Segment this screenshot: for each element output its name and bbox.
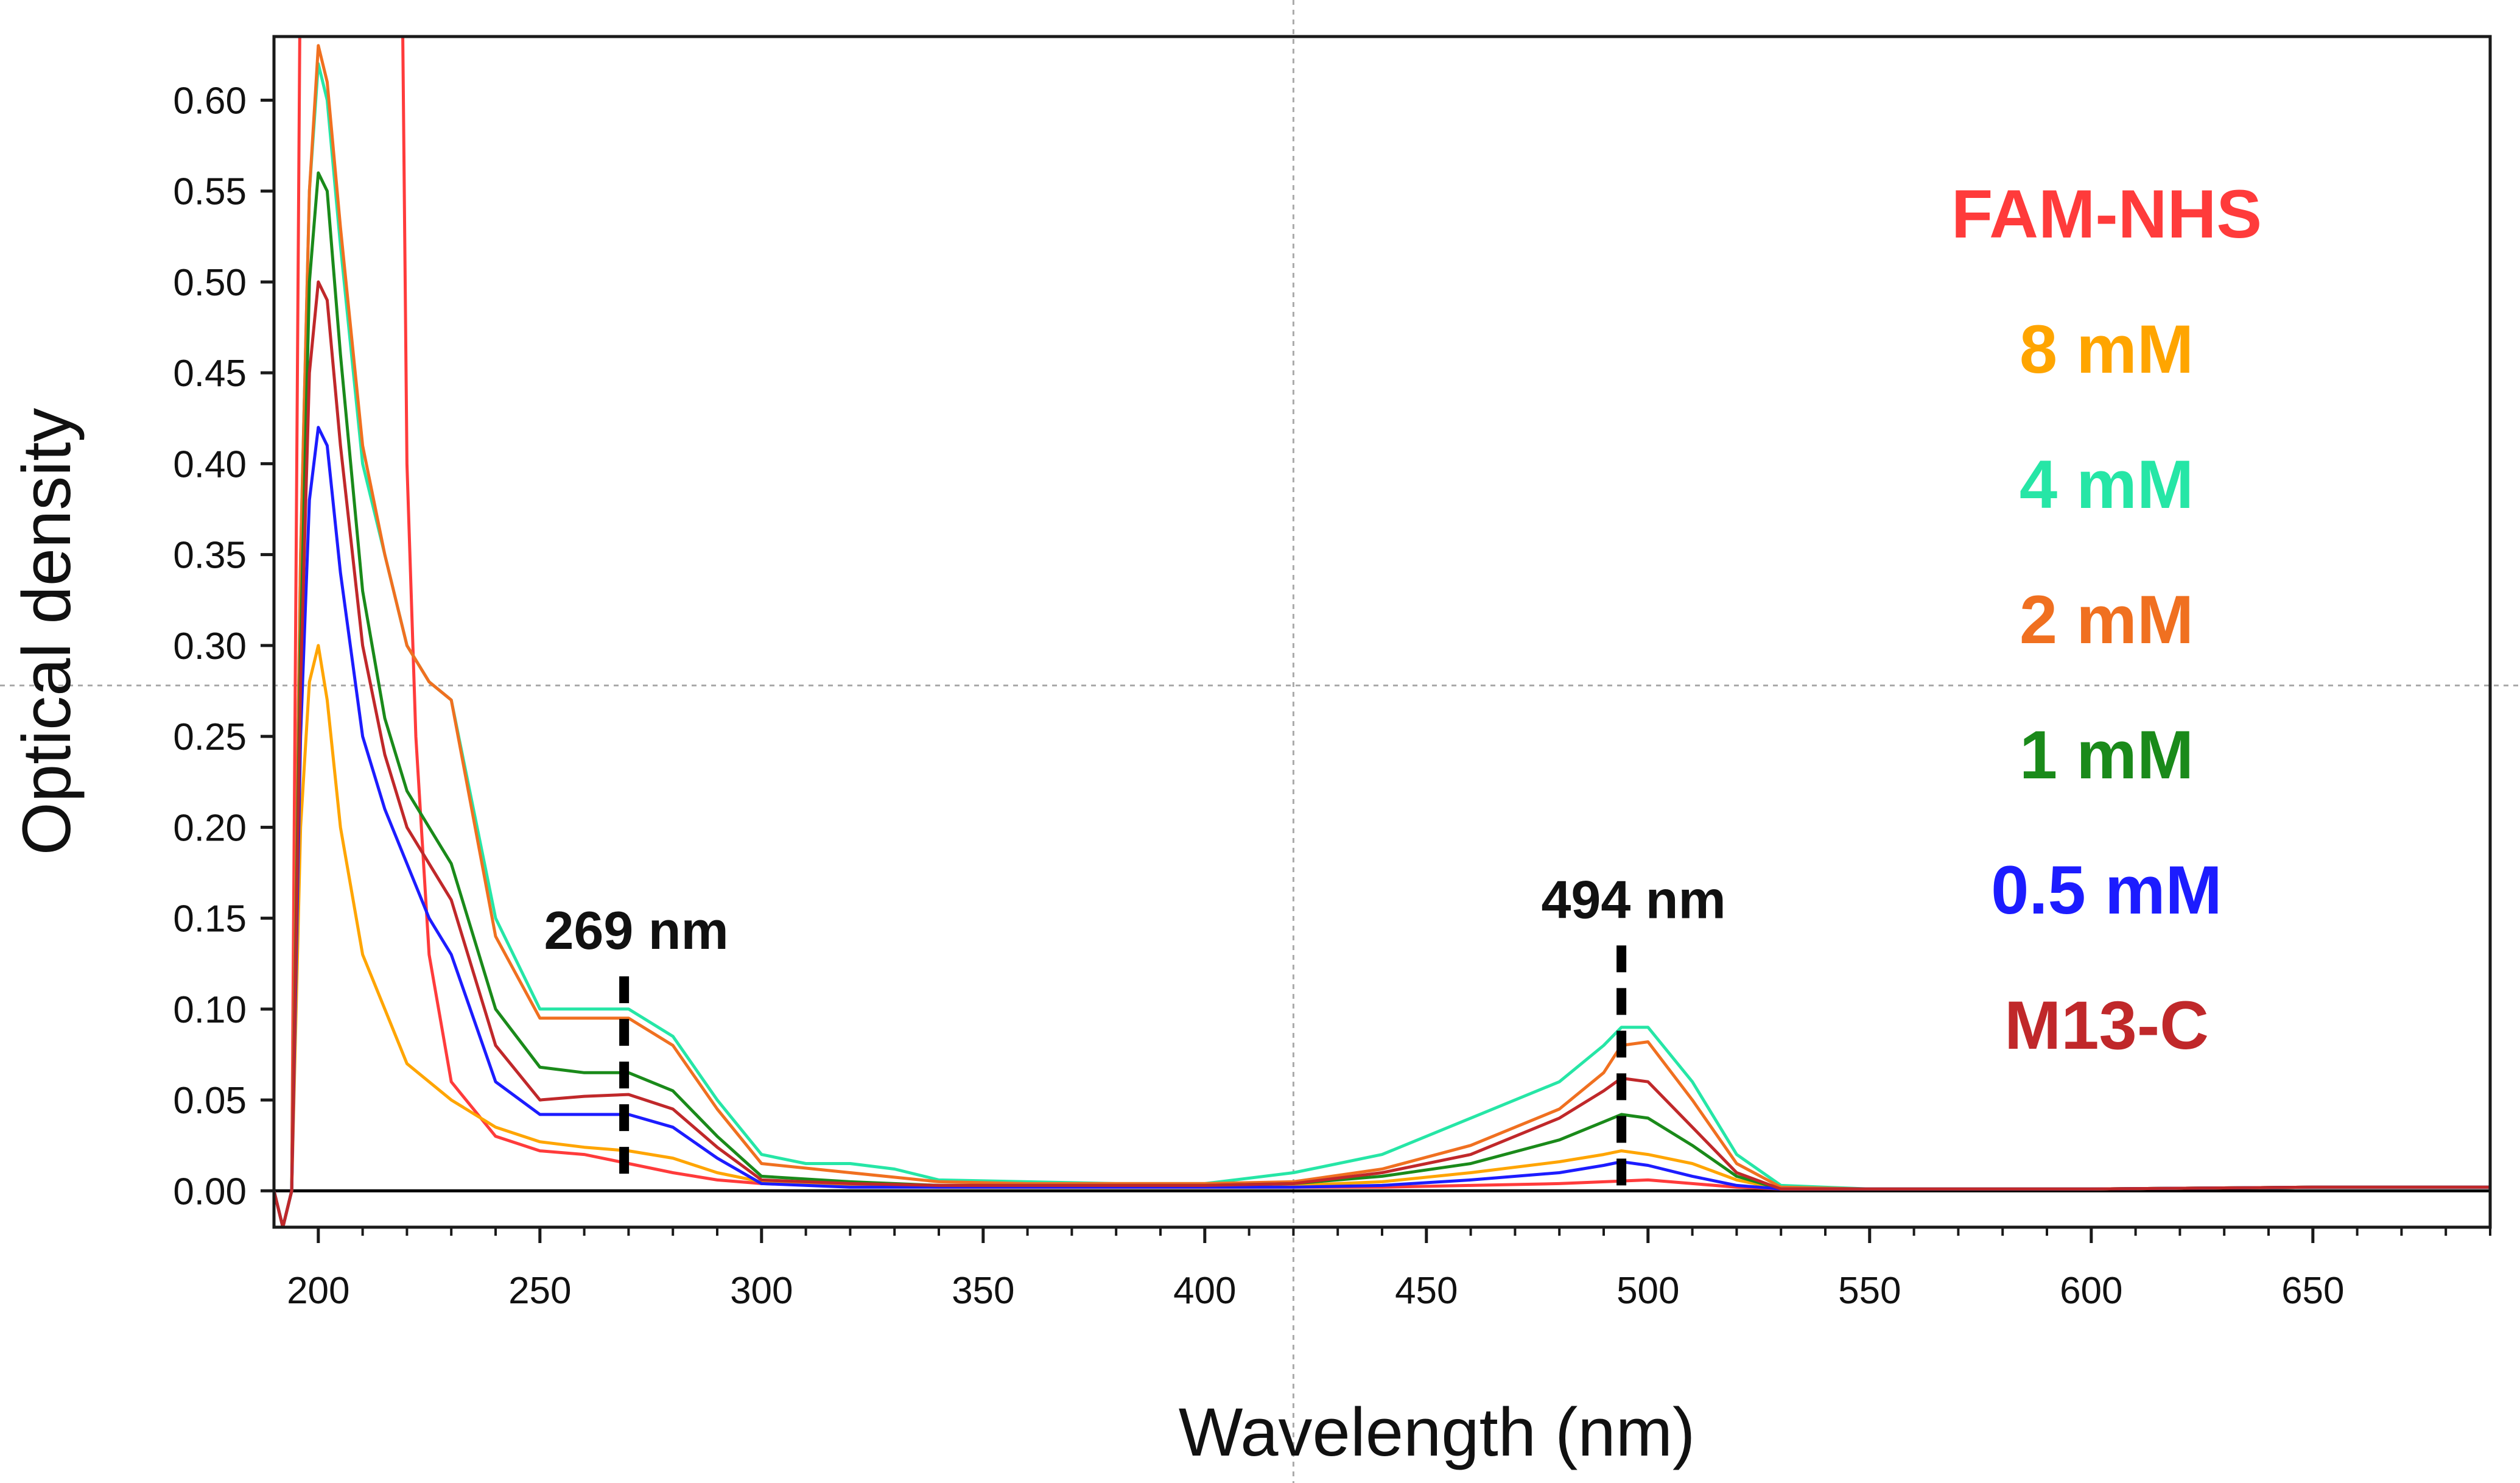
legend-entry: 2 mM bbox=[2020, 582, 2194, 658]
y-tick-label: 0.10 bbox=[173, 989, 247, 1031]
legend-entry: 0.5 mM bbox=[1991, 852, 2222, 928]
x-axis-title: Wavelength (nm) bbox=[1179, 1394, 1696, 1470]
series-line-0-5-mm bbox=[274, 426, 2490, 1227]
y-tick-label: 0.20 bbox=[173, 807, 247, 849]
legend-entry: M13-C bbox=[2004, 987, 2209, 1063]
x-tick-label: 200 bbox=[287, 1270, 349, 1312]
x-tick-label: 300 bbox=[730, 1270, 793, 1312]
x-tick-label: 350 bbox=[952, 1270, 1014, 1312]
x-tick-label: 450 bbox=[1395, 1270, 1458, 1312]
y-tick-label: 0.00 bbox=[173, 1171, 247, 1213]
annotation-group: 269 nm 494 nm bbox=[544, 869, 1726, 1191]
legend-entry: 8 mM bbox=[2020, 311, 2194, 387]
series-group bbox=[274, 37, 2490, 1227]
x-tick-label: 400 bbox=[1173, 1270, 1236, 1312]
series-line-m13-c bbox=[274, 280, 2490, 1227]
legend: FAM-NHS 8 mM 4 mM 2 mM 1 mM 0.5 mM M13-C bbox=[1951, 176, 2262, 1063]
x-tick-label: 500 bbox=[1616, 1270, 1679, 1312]
x-tick-label: 600 bbox=[2060, 1270, 2122, 1312]
y-tick-label: 0.60 bbox=[173, 80, 247, 122]
y-tick-label: 0.05 bbox=[173, 1080, 247, 1122]
peak-marker-label: 269 nm bbox=[544, 900, 728, 960]
y-axis: 0.00 0.05 0.10 0.15 0.20 0.25 0.30 0.35 0.40 0.45… bbox=[173, 80, 274, 1213]
series-line-8-mm bbox=[274, 644, 2490, 1227]
x-tick-label: 550 bbox=[1838, 1270, 1901, 1312]
series-line-fam-nhs bbox=[274, 37, 2490, 1227]
legend-entry: FAM-NHS bbox=[1951, 176, 2262, 252]
y-tick-label: 0.45 bbox=[173, 353, 247, 395]
y-tick-label: 0.25 bbox=[173, 716, 247, 758]
y-tick-label: 0.55 bbox=[173, 171, 247, 213]
peak-marker-label: 494 nm bbox=[1541, 869, 1725, 929]
x-axis: 200 250 300 350 400 450 500 550 600 650 bbox=[287, 1227, 2491, 1312]
y-tick-label: 0.35 bbox=[173, 535, 247, 577]
series-line-2-mm bbox=[274, 44, 2490, 1227]
y-axis-title: Optical density bbox=[9, 408, 85, 856]
y-tick-label: 0.50 bbox=[173, 262, 247, 304]
series-line-4-mm bbox=[274, 62, 2490, 1227]
y-tick-label: 0.15 bbox=[173, 898, 247, 940]
legend-entry: 4 mM bbox=[2020, 446, 2194, 523]
y-tick-label: 0.40 bbox=[173, 443, 247, 485]
y-tick-label: 0.30 bbox=[173, 625, 247, 668]
x-tick-label: 650 bbox=[2281, 1270, 2344, 1312]
legend-entry: 1 mM bbox=[2020, 717, 2194, 793]
x-tick-label: 250 bbox=[508, 1270, 571, 1312]
series-line-1-mm bbox=[274, 171, 2490, 1227]
